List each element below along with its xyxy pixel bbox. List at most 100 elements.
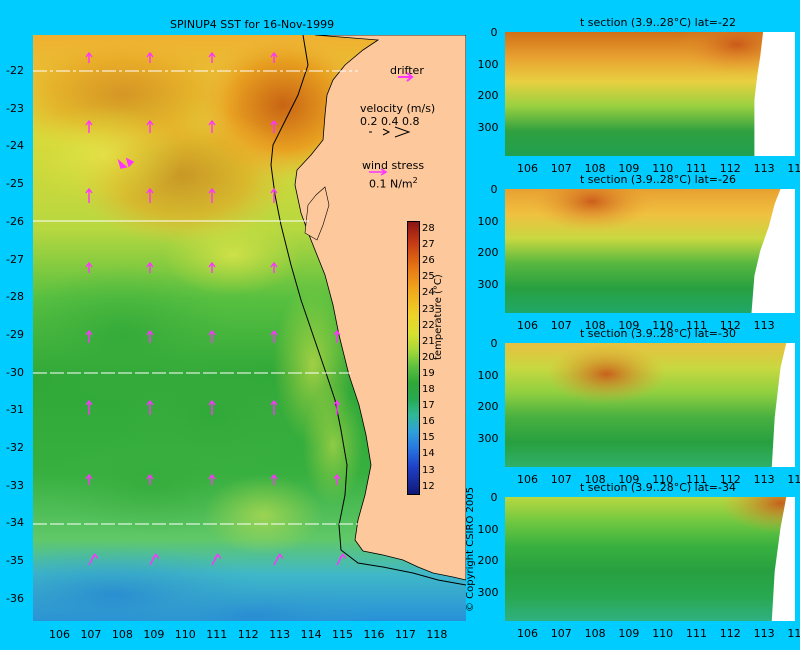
section-svg bbox=[505, 32, 795, 156]
map-lon-tick: 116 bbox=[363, 628, 385, 641]
map-lon-tick: 107 bbox=[80, 628, 102, 641]
section-depth-tick: 200 bbox=[477, 400, 499, 413]
wind-arrow bbox=[85, 119, 93, 133]
section-depth-tick: 300 bbox=[477, 585, 499, 599]
section-depth-tick: 300 bbox=[477, 277, 499, 291]
map-lat-tick: -35 bbox=[6, 554, 24, 568]
colorbar-tick: 26 bbox=[422, 255, 435, 267]
wind-arrow bbox=[85, 399, 93, 415]
colorbar-tick: 19 bbox=[422, 367, 435, 379]
section-lon-tick: 107 bbox=[550, 473, 572, 486]
wind-arrow bbox=[270, 473, 278, 485]
section-title: t section (3.9..28°C) lat=-26 bbox=[580, 173, 736, 186]
map-lat-tick: -32 bbox=[6, 441, 24, 454]
colorbar-tick: 20 bbox=[422, 351, 435, 363]
section-lon-tick: 106 bbox=[517, 473, 538, 486]
section-depth-tick: 200 bbox=[477, 554, 499, 567]
map-lon-tick: 118 bbox=[426, 628, 448, 641]
section-seafloor-mask bbox=[771, 343, 795, 467]
map-lon-tick: 115 bbox=[332, 628, 354, 641]
section-lon-tick: 113 bbox=[753, 627, 775, 640]
temperature-colorbar bbox=[407, 221, 420, 495]
wind-stress-scale: 0.1 N/m2 bbox=[369, 176, 418, 191]
wind-arrow bbox=[146, 51, 154, 63]
wind-arrow bbox=[85, 187, 93, 203]
map-lon-tick: 111 bbox=[206, 628, 228, 641]
map-lat-tick: -33 bbox=[6, 478, 24, 492]
map-lat-tick: -25 bbox=[6, 177, 24, 191]
section-lon-tick: 107 bbox=[550, 627, 572, 640]
colorbar-tick: 18 bbox=[422, 384, 435, 395]
section-plot bbox=[505, 32, 795, 156]
section-depth-tick: 300 bbox=[477, 431, 499, 445]
colorbar-tick: 21 bbox=[422, 335, 435, 347]
wind-arrow bbox=[211, 553, 222, 566]
wind-arrow bbox=[88, 553, 99, 566]
section-title: t section (3.9..28°C) lat=-22 bbox=[580, 16, 736, 29]
section-depth-tick: 100 bbox=[477, 57, 499, 71]
colorbar-tick: 12 bbox=[422, 480, 435, 492]
section-lon-tick: 114 bbox=[787, 162, 800, 175]
wind-arrow bbox=[270, 329, 278, 343]
section-lon-tick: 112 bbox=[719, 473, 741, 486]
wind-arrow bbox=[270, 119, 278, 133]
wind-arrow bbox=[146, 329, 154, 343]
bathymetry-contour bbox=[270, 35, 466, 586]
map-lon-tick: 113 bbox=[269, 628, 291, 641]
section-lon-tick: 113 bbox=[753, 319, 775, 332]
section-lon-tick: 106 bbox=[517, 162, 538, 175]
wind-arrow bbox=[146, 119, 154, 133]
section-seafloor-mask bbox=[754, 32, 795, 156]
wind-arrow bbox=[208, 261, 216, 273]
colorbar-tick: 25 bbox=[422, 271, 435, 283]
section-lon-tick: 108 bbox=[584, 627, 606, 640]
colorbar-tick: 15 bbox=[422, 432, 435, 444]
wind-arrow bbox=[208, 399, 216, 415]
colorbar-tick: 14 bbox=[422, 448, 435, 460]
section-depth-tick: 0 bbox=[490, 491, 498, 504]
map-lon-tick: 108 bbox=[111, 628, 133, 641]
section-lon-tick: 110 bbox=[652, 162, 674, 175]
section-lon-tick: 111 bbox=[686, 162, 707, 175]
map-lon-tick: 112 bbox=[237, 628, 259, 641]
sst-map-svg bbox=[33, 35, 466, 621]
wind-arrow bbox=[273, 553, 284, 566]
wind-stress-legend-arrow bbox=[369, 168, 388, 176]
map-lat-tick: -27 bbox=[6, 252, 24, 266]
australia-land bbox=[294, 35, 466, 581]
wind-arrow bbox=[270, 51, 278, 63]
section-lon-tick: 112 bbox=[719, 319, 741, 332]
section-seafloor-mask bbox=[751, 189, 795, 313]
section-svg bbox=[505, 189, 795, 313]
map-lat-tick: -26 bbox=[6, 214, 24, 228]
section-seafloor-mask bbox=[771, 497, 795, 621]
copyright: © Copyright CSIRO 2005 bbox=[465, 487, 476, 612]
map-lat-tick: -22 bbox=[6, 64, 24, 77]
section-lon-tick: 114 bbox=[787, 627, 800, 640]
section-plot bbox=[505, 343, 795, 467]
section-title: t section (3.9..28°C) lat=-30 bbox=[580, 327, 736, 340]
wind-arrow bbox=[333, 399, 341, 415]
section-lon-tick: 108 bbox=[584, 319, 606, 332]
section-plot bbox=[505, 189, 795, 313]
wind-arrow bbox=[149, 553, 160, 566]
map-lat-tick: -36 bbox=[6, 591, 24, 605]
map-lat-tick: -31 bbox=[6, 403, 24, 417]
section-lon-tick: 106 bbox=[517, 627, 538, 640]
wind-arrow bbox=[336, 553, 347, 566]
map-lon-tick: 117 bbox=[394, 628, 416, 641]
colorbar-tick: 27 bbox=[422, 239, 435, 251]
section-svg bbox=[505, 497, 795, 621]
drifter-marker bbox=[117, 157, 135, 169]
map-lon-tick: 114 bbox=[300, 628, 322, 641]
wind-arrow bbox=[85, 261, 93, 273]
section-depth-tick: 200 bbox=[477, 246, 499, 259]
wind-arrow bbox=[208, 329, 216, 343]
section-depth-tick: 100 bbox=[477, 214, 499, 228]
wind-arrow bbox=[333, 329, 341, 343]
section-depth-tick: 0 bbox=[490, 183, 498, 196]
map-lon-tick: 109 bbox=[143, 628, 165, 641]
wind-arrow bbox=[270, 399, 278, 415]
velocity-legend-arrows bbox=[369, 126, 411, 138]
wind-arrow bbox=[208, 473, 216, 485]
